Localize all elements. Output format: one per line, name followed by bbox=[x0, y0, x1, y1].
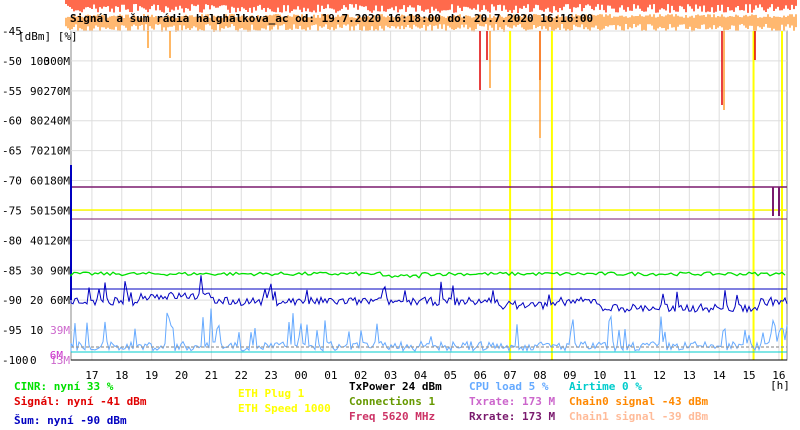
y-tick-rate: 240M bbox=[44, 115, 71, 128]
y-tick-dbm: -85 bbox=[2, 264, 22, 277]
x-tick-label: 02 bbox=[354, 369, 367, 382]
y-tick-pct: 0 bbox=[30, 354, 37, 367]
legend-col-1: CINR: nyní 33 % Signál: nyní -41 dBm Šum… bbox=[14, 380, 146, 427]
x-unit-label: [h] bbox=[770, 379, 790, 392]
y-tick-pct: 50 bbox=[30, 204, 43, 217]
legend-eth-plug: ETH Plug 1 bbox=[238, 387, 305, 400]
x-tick-label: 15 bbox=[742, 369, 755, 382]
legend-airtime: Airtime 0 % bbox=[569, 380, 642, 393]
x-tick-label: 09 bbox=[563, 369, 576, 382]
cinr-series bbox=[70, 271, 786, 279]
legend-col-4: CPU load 5 % Txrate: 173 M Rxrate: 173 M bbox=[469, 380, 555, 423]
axis-units-label: [dBm] [%] bbox=[18, 30, 78, 43]
y-tick-dbm: -55 bbox=[2, 85, 22, 98]
rate-drop bbox=[772, 187, 780, 216]
y-tick-dbm: -50 bbox=[2, 55, 22, 68]
y-tick-rate-extra: 6M bbox=[50, 349, 64, 362]
y-tick-dbm: -90 bbox=[2, 294, 22, 307]
legend-col-3: TxPower 24 dBm Connections 1 Freq 5620 M… bbox=[349, 380, 442, 423]
y-tick-rate: 210M bbox=[44, 145, 71, 158]
y-tick-dbm: -70 bbox=[2, 175, 22, 188]
y-tick-pct: 80 bbox=[30, 115, 43, 128]
y-tick-dbm: -95 bbox=[2, 324, 22, 337]
x-tick-label: 00 bbox=[294, 369, 307, 382]
y-tick-pct: 40 bbox=[30, 234, 43, 247]
y-tick-pct: 20 bbox=[30, 294, 43, 307]
x-tick-label: 12 bbox=[653, 369, 666, 382]
noise-series bbox=[70, 275, 788, 314]
y-tick-rate: 120M bbox=[44, 234, 71, 247]
x-tick-label: 16 bbox=[772, 369, 785, 382]
y-tick-dbm: -60 bbox=[2, 115, 22, 128]
legend-txrate: Txrate: 173 M bbox=[469, 395, 556, 408]
x-tick-label: 06 bbox=[474, 369, 487, 382]
x-tick-label: 22 bbox=[235, 369, 248, 382]
x-tick-label: 17 bbox=[85, 369, 98, 382]
x-tick-label: 03 bbox=[384, 369, 397, 382]
legend-connections: Connections 1 bbox=[349, 395, 436, 408]
x-tick-label: 21 bbox=[205, 369, 218, 382]
y-tick-pct: 60 bbox=[30, 175, 43, 188]
legend-rxrate: Rxrate: 173 M bbox=[469, 410, 556, 423]
y-tick-pct: 30 bbox=[30, 264, 43, 277]
y-tick-rate: 150M bbox=[44, 204, 71, 217]
legend-cinr: CINR: nyní 33 % bbox=[14, 380, 114, 393]
x-tick-label: 13 bbox=[683, 369, 696, 382]
legend-col-2: ETH Plug 1 ETH Speed 1000 bbox=[238, 387, 331, 415]
y-tick-dbm: -100 bbox=[2, 354, 29, 367]
chart-title: Signál a šum rádia halghalkova_ac od: 19… bbox=[70, 12, 593, 25]
legend-chain0: Chain0 signal -43 dBm bbox=[569, 395, 709, 408]
signal-noise-band bbox=[65, 0, 797, 13]
x-tick-label: 08 bbox=[533, 369, 546, 382]
y-tick-dbm: -45 bbox=[2, 25, 22, 38]
x-tick-label: 14 bbox=[713, 369, 727, 382]
x-tick-label: 01 bbox=[324, 369, 337, 382]
y-tick-pct: 70 bbox=[30, 145, 43, 158]
x-tick-label: 04 bbox=[414, 369, 428, 382]
y-tick-dbm: -75 bbox=[2, 204, 22, 217]
y-tick-rate: 180M bbox=[44, 175, 71, 188]
legend-cpu-load: CPU load 5 % bbox=[469, 380, 549, 393]
legend-eth-speed: ETH Speed 1000 bbox=[238, 402, 331, 415]
x-tick-label: 10 bbox=[593, 369, 606, 382]
y-tick-rate: 13M bbox=[50, 354, 70, 367]
y-tick-rate: 270M bbox=[44, 85, 71, 98]
legend-freq: Freq 5620 MHz bbox=[349, 410, 436, 423]
y-tick-dbm: -80 bbox=[2, 234, 22, 247]
y-tick-rate: 60M bbox=[50, 294, 70, 307]
legend-noise: Šum: nyní -90 dBm bbox=[14, 414, 127, 427]
legend-col-5: Airtime 0 % Chain0 signal -43 dBm Chain1… bbox=[569, 380, 708, 423]
x-tick-label: 07 bbox=[503, 369, 516, 382]
plot-area bbox=[70, 30, 788, 361]
y-tick-dbm: -65 bbox=[2, 145, 22, 158]
y-tick-pct: 100 bbox=[30, 55, 50, 68]
x-tick-label: 05 bbox=[444, 369, 457, 382]
x-tick-label: 20 bbox=[175, 369, 188, 382]
chain-signal-band bbox=[65, 14, 797, 32]
x-tick-label: 23 bbox=[265, 369, 278, 382]
x-tick-label: 11 bbox=[623, 369, 636, 382]
y-tick-pct: 90 bbox=[30, 85, 43, 98]
legend-txpower: TxPower 24 dBm bbox=[349, 380, 442, 393]
x-tick-label: 19 bbox=[145, 369, 158, 382]
x-tick-label: 18 bbox=[115, 369, 128, 382]
legend-chain1: Chain1 signal -39 dBm bbox=[569, 410, 709, 423]
legend-signal: Signál: nyní -41 dBm bbox=[14, 395, 147, 408]
y-tick-rate: 300M bbox=[44, 55, 71, 68]
y-tick-pct: 10 bbox=[30, 324, 43, 337]
y-tick-rate: 90M bbox=[50, 264, 70, 277]
y-tick-rate: 39M bbox=[50, 324, 70, 337]
